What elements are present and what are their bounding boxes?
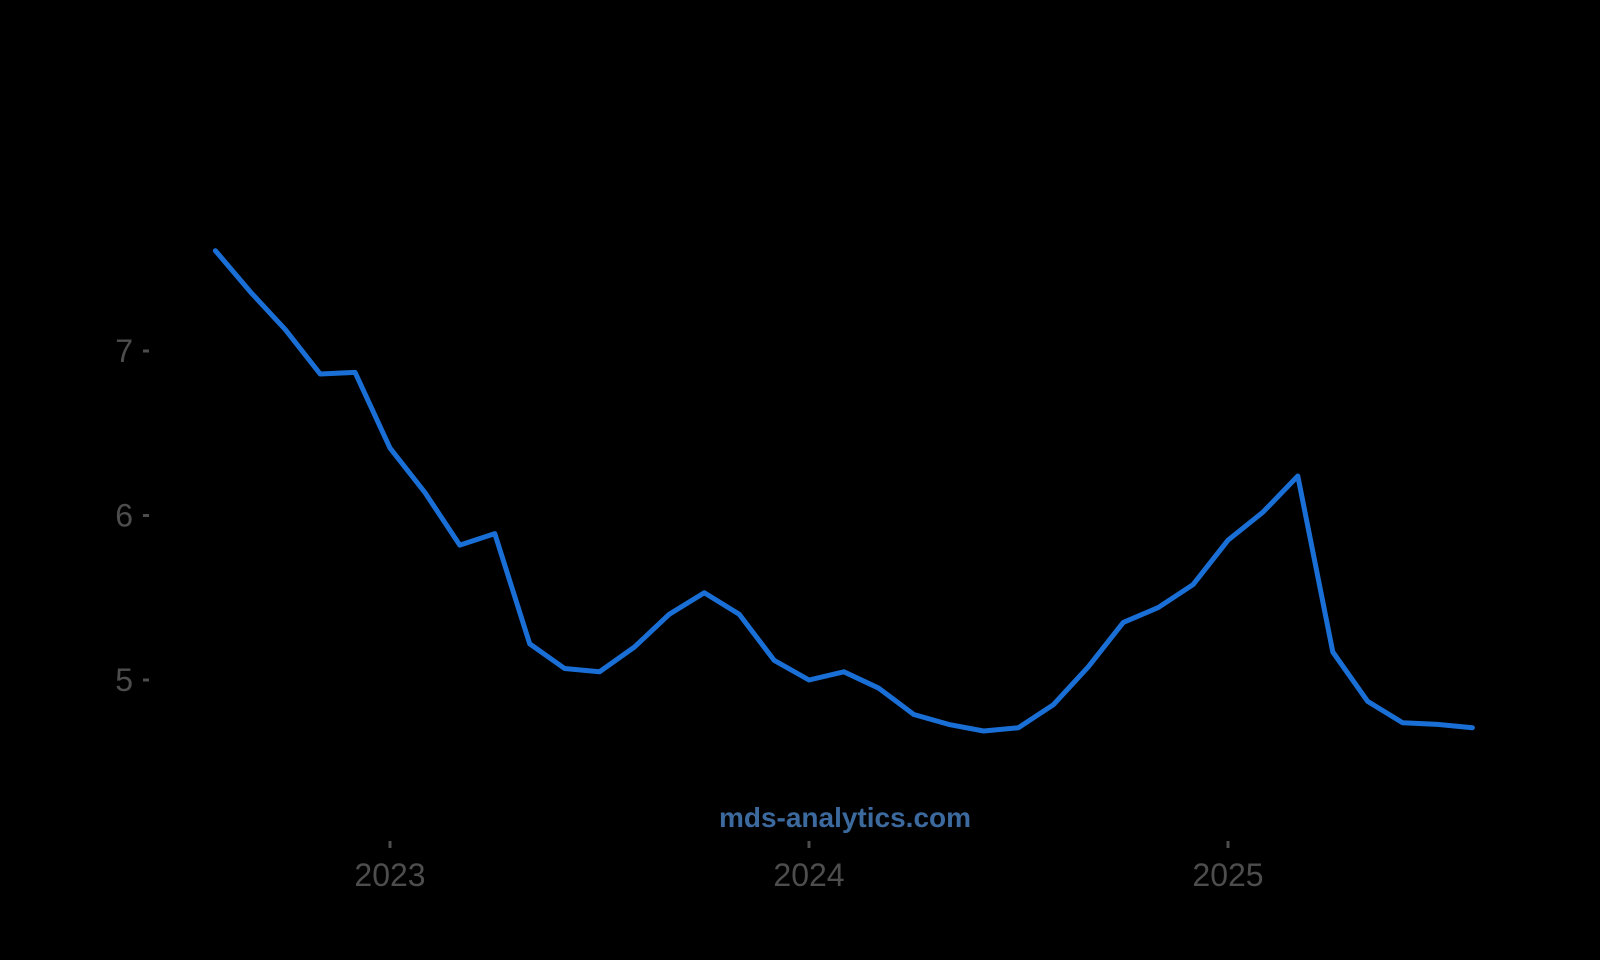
x-tick-label: 2024 xyxy=(773,857,844,893)
y-tick-label: 7 xyxy=(115,333,133,369)
x-tick-label: 2023 xyxy=(354,857,425,893)
x-axis: 2023 2024 2025 xyxy=(354,841,1264,893)
y-tick-label: 6 xyxy=(115,498,133,534)
watermark-text: mds-analytics.com xyxy=(719,802,971,833)
data-line xyxy=(212,248,1475,734)
y-axis: 5 6 7 xyxy=(115,333,149,698)
y-tick-label: 5 xyxy=(115,662,133,698)
x-tick-label: 2025 xyxy=(1192,857,1263,893)
